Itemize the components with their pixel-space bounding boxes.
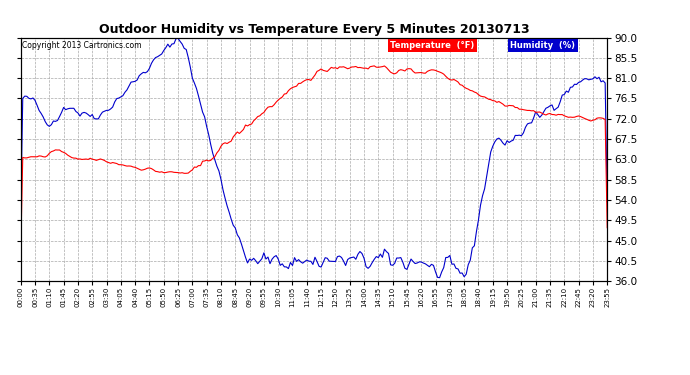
- Title: Outdoor Humidity vs Temperature Every 5 Minutes 20130713: Outdoor Humidity vs Temperature Every 5 …: [99, 23, 529, 36]
- Text: Temperature  (°F): Temperature (°F): [391, 41, 475, 50]
- Text: Copyright 2013 Cartronics.com: Copyright 2013 Cartronics.com: [22, 41, 141, 50]
- Text: Humidity  (%): Humidity (%): [511, 41, 575, 50]
